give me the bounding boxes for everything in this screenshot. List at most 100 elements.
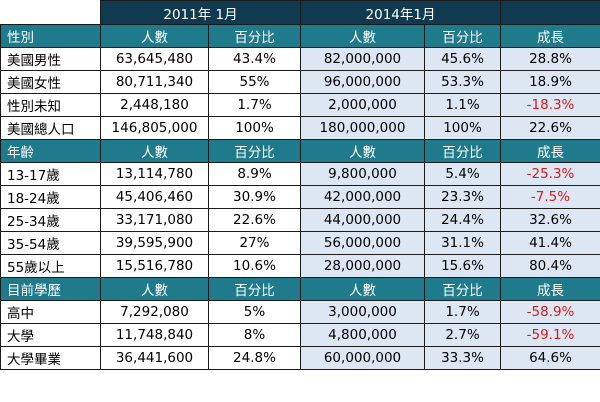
section-header-row: 目前學歷 人數 百分比 人數 百分比 成長: [0, 277, 600, 301]
table-row: 18-24歲 45,406,460 30.9% 42,000,000 23.3%…: [0, 185, 600, 209]
growth: 80.4%: [500, 254, 600, 278]
col-header: 百分比: [208, 277, 301, 301]
growth: 32.6%: [500, 208, 600, 232]
percent-2011: 10.6%: [208, 254, 301, 278]
percent-2014: 2.7%: [423, 323, 502, 347]
count-2014: 82,000,000: [300, 47, 425, 71]
growth: 22.6%: [500, 116, 600, 140]
count-2011: 15,516,780: [100, 254, 209, 278]
percent-2011: 5%: [208, 300, 301, 324]
percent-2014: 15.6%: [423, 254, 502, 278]
count-2011: 13,114,780: [100, 162, 209, 186]
count-2011: 2,448,180: [100, 93, 209, 117]
table-row: 美國男性 63,645,480 43.4% 82,000,000 45.6% 2…: [0, 47, 600, 71]
col-header: 百分比: [423, 277, 502, 301]
percent-2011: 8%: [208, 323, 301, 347]
period-header-row: 2011年 1月 2014年1月: [0, 0, 600, 25]
col-header: 人數: [300, 139, 425, 163]
percent-2011: 43.4%: [208, 47, 301, 71]
count-2011: 36,441,600: [100, 346, 209, 370]
col-header: 百分比: [423, 139, 502, 163]
percent-2014: 53.3%: [423, 70, 502, 94]
percent-2014: 24.4%: [423, 208, 502, 232]
percent-2011: 24.8%: [208, 346, 301, 370]
row-label: 美國女性: [0, 70, 101, 94]
growth-header-spacer: [500, 0, 600, 25]
row-label: 高中: [0, 300, 101, 324]
col-header: 人數: [100, 277, 209, 301]
section-title: 目前學歷: [0, 277, 101, 301]
count-2011: 45,406,460: [100, 185, 209, 209]
table-row: 美國女性 80,711,340 55% 96,000,000 53.3% 18.…: [0, 70, 600, 94]
row-label: 55歲以上: [0, 254, 101, 278]
count-2011: 11,748,840: [100, 323, 209, 347]
table-row: 25-34歲 33,171,080 22.6% 44,000,000 24.4%…: [0, 208, 600, 232]
row-label: 美國總人口: [0, 116, 101, 140]
percent-2011: 8.9%: [208, 162, 301, 186]
percent-2014: 1.7%: [423, 300, 502, 324]
table-row: 55歲以上 15,516,780 10.6% 28,000,000 15.6% …: [0, 254, 600, 278]
count-2014: 60,000,000: [300, 346, 425, 370]
percent-2014: 1.1%: [423, 93, 502, 117]
row-label: 18-24歲: [0, 185, 101, 209]
count-2011: 39,595,900: [100, 231, 209, 255]
count-2014: 96,000,000: [300, 70, 425, 94]
growth: -58.9%: [500, 300, 600, 324]
row-label: 大學畢業: [0, 346, 101, 370]
row-label: 性別未知: [0, 93, 101, 117]
growth: 64.6%: [500, 346, 600, 370]
percent-2014: 31.1%: [423, 231, 502, 255]
growth: 18.9%: [500, 70, 600, 94]
col-header: 百分比: [208, 24, 301, 48]
percent-2011: 27%: [208, 231, 301, 255]
col-header: 人數: [300, 24, 425, 48]
count-2014: 28,000,000: [300, 254, 425, 278]
percent-2011: 1.7%: [208, 93, 301, 117]
count-2011: 63,645,480: [100, 47, 209, 71]
table-row: 大學 11,748,840 8% 4,800,000 2.7% -59.1%: [0, 323, 600, 347]
count-2014: 56,000,000: [300, 231, 425, 255]
col-header: 百分比: [208, 139, 301, 163]
growth: 28.8%: [500, 47, 600, 71]
col-header: 成長: [500, 139, 600, 163]
row-label: 美國男性: [0, 47, 101, 71]
percent-2011: 30.9%: [208, 185, 301, 209]
percent-2014: 5.4%: [423, 162, 502, 186]
corner-cell: [0, 0, 101, 25]
count-2011: 80,711,340: [100, 70, 209, 94]
growth: -7.5%: [500, 185, 600, 209]
count-2014: 44,000,000: [300, 208, 425, 232]
col-header: 百分比: [423, 24, 502, 48]
section-header-row: 年齡 人數 百分比 人數 百分比 成長: [0, 139, 600, 163]
col-header: 人數: [100, 24, 209, 48]
row-label: 35-54歲: [0, 231, 101, 255]
growth: -59.1%: [500, 323, 600, 347]
count-2011: 146,805,000: [100, 116, 209, 140]
growth: 41.4%: [500, 231, 600, 255]
row-label: 大學: [0, 323, 101, 347]
table-row: 美國總人口 146,805,000 100% 180,000,000 100% …: [0, 116, 600, 140]
section-title: 年齡: [0, 139, 101, 163]
count-2011: 7,292,080: [100, 300, 209, 324]
demographics-table: 2011年 1月 2014年1月 性別 人數 百分比 人數 百分比 成長 美國男…: [0, 0, 600, 370]
table-row: 性別未知 2,448,180 1.7% 2,000,000 1.1% -18.3…: [0, 93, 600, 117]
col-header: 人數: [100, 139, 209, 163]
percent-2011: 22.6%: [208, 208, 301, 232]
count-2014: 42,000,000: [300, 185, 425, 209]
count-2011: 33,171,080: [100, 208, 209, 232]
count-2014: 2,000,000: [300, 93, 425, 117]
table-row: 高中 7,292,080 5% 3,000,000 1.7% -58.9%: [0, 300, 600, 324]
count-2014: 3,000,000: [300, 300, 425, 324]
section-header-row: 性別 人數 百分比 人數 百分比 成長: [0, 24, 600, 48]
col-header: 成長: [500, 277, 600, 301]
percent-2014: 23.3%: [423, 185, 502, 209]
table-row: 大學畢業 36,441,600 24.8% 60,000,000 33.3% 6…: [0, 346, 600, 370]
col-header: 成長: [500, 24, 600, 48]
growth: -25.3%: [500, 162, 600, 186]
section-title: 性別: [0, 24, 101, 48]
row-label: 13-17歲: [0, 162, 101, 186]
growth: -18.3%: [500, 93, 600, 117]
count-2014: 4,800,000: [300, 323, 425, 347]
percent-2014: 33.3%: [423, 346, 502, 370]
col-header: 人數: [300, 277, 425, 301]
